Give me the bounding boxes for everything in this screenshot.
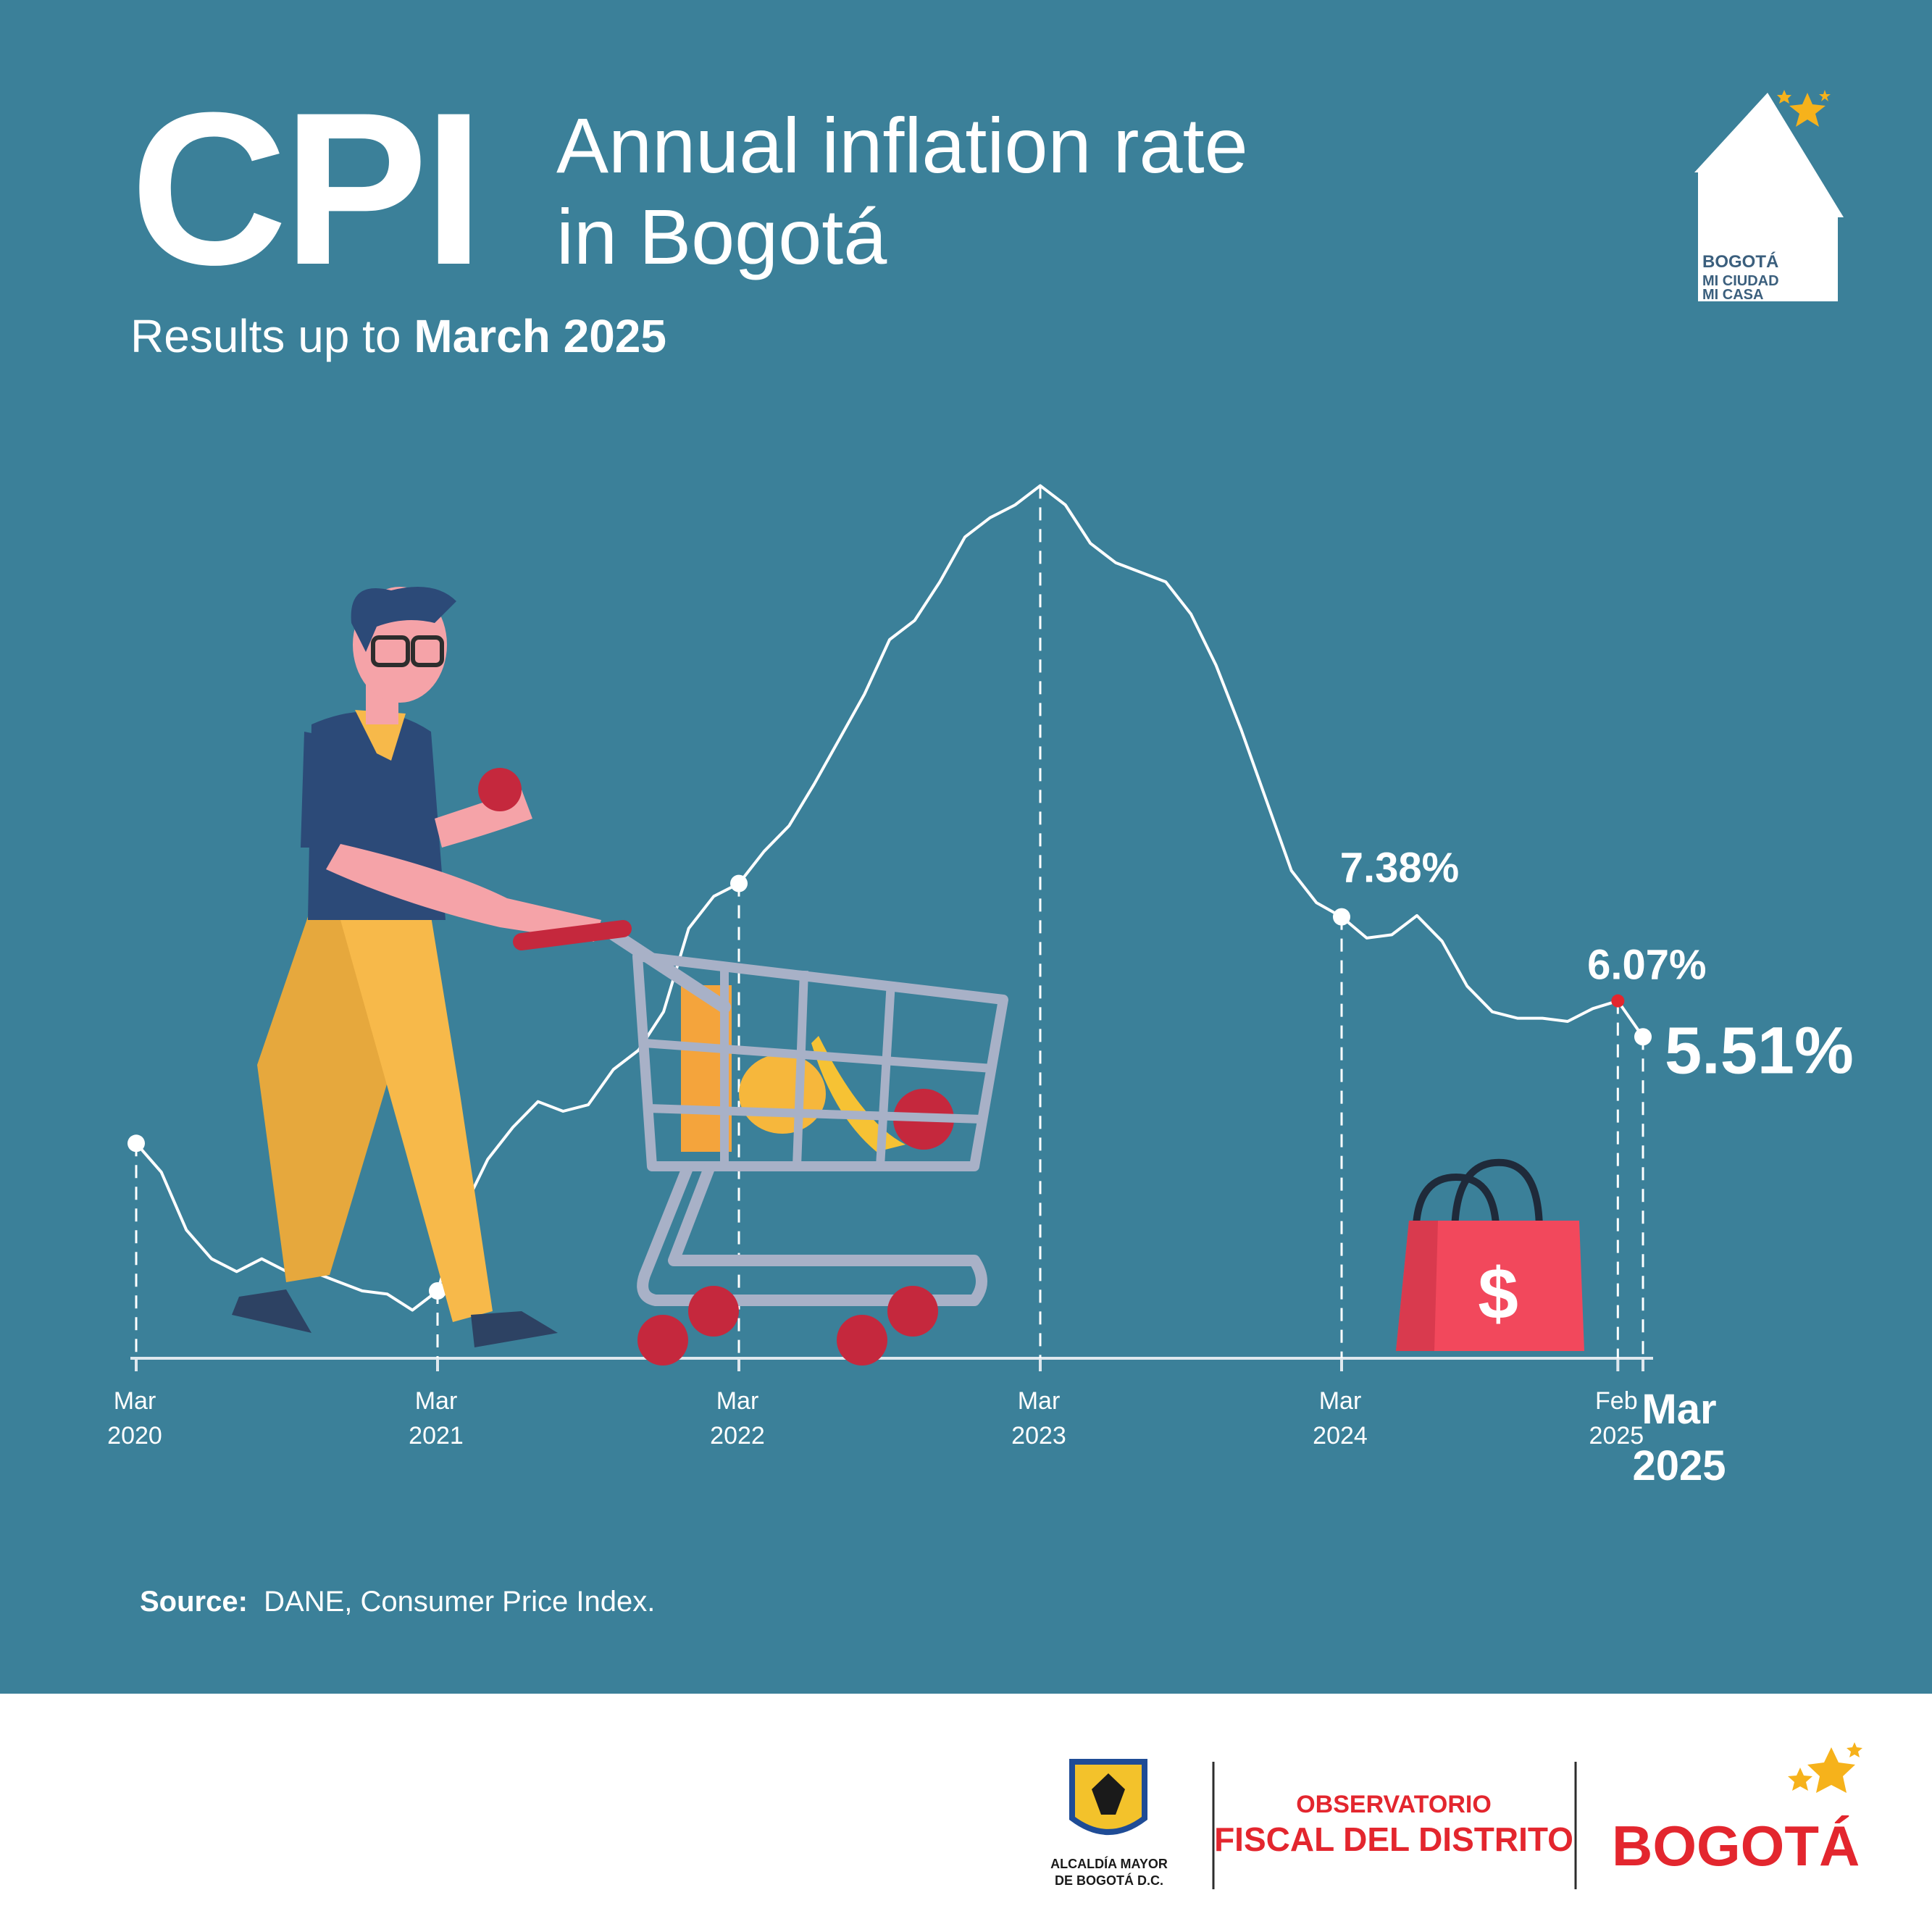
bogota-brand-logo: BOGOTÁ xyxy=(1612,1742,1862,1878)
value-label: 5.51% xyxy=(1665,1013,1854,1087)
badge-line-1: BOGOTÁ xyxy=(1702,251,1778,272)
wheel-icon xyxy=(887,1286,938,1337)
data-point xyxy=(1634,1028,1652,1046)
apple-icon xyxy=(478,768,522,811)
star-icon xyxy=(1807,1747,1855,1793)
shopping-bag-icon: $ xyxy=(1396,1158,1584,1351)
badge-line-3: MI CASA xyxy=(1702,287,1763,303)
x-tick-label: 2022 xyxy=(710,1422,765,1450)
data-point xyxy=(1333,908,1350,926)
star-icon xyxy=(1819,90,1831,101)
x-tick-label: Mar xyxy=(114,1387,156,1415)
data-point xyxy=(429,1282,446,1300)
subtitle-prefix: Results up to xyxy=(130,310,414,362)
star-icon xyxy=(1788,1768,1812,1791)
bogota-house-logo: BOGOTÁ MI CIUDAD MI CASA xyxy=(1694,90,1844,303)
observatorio-line-1: OBSERVATORIO xyxy=(1296,1791,1492,1818)
star-icon xyxy=(1777,90,1791,104)
x-tick-label: 2025 xyxy=(1632,1442,1726,1489)
x-tick-label: 2024 xyxy=(1313,1422,1368,1450)
wheel-icon xyxy=(688,1286,739,1337)
x-tick-label: 2023 xyxy=(1011,1422,1066,1450)
x-tick-label: Mar xyxy=(1642,1386,1716,1433)
brand-text: BOGOTÁ xyxy=(1612,1814,1860,1878)
line-chart: Mar 2020 Mar 2021 Mar 2022 Mar 2023 Mar 2024 Feb 20… xyxy=(107,484,1854,1489)
subtitle-date: March 2025 xyxy=(414,310,666,362)
cart-handle xyxy=(513,920,632,950)
x-tick-label: 2025 xyxy=(1589,1422,1644,1450)
wheel-icon xyxy=(837,1315,887,1366)
alcaldia-line-2: DE BOGOTÁ D.C. xyxy=(1055,1873,1163,1888)
x-tick-label: 2020 xyxy=(107,1422,162,1450)
shoe-icon xyxy=(232,1289,311,1333)
glasses-icon xyxy=(371,635,410,667)
observatorio-line-2: FISCAL DEL DISTRITO xyxy=(1214,1820,1573,1858)
shopping-cart-illustration xyxy=(513,920,1008,1366)
chart-subtitle: Results up to March 2025 xyxy=(130,309,666,364)
x-tick-label: Mar xyxy=(1319,1387,1362,1415)
x-tick-label: 2021 xyxy=(409,1422,464,1450)
cpi-heading: CPI xyxy=(130,67,484,310)
data-point xyxy=(127,1134,145,1153)
dollar-icon: $ xyxy=(1478,1253,1518,1334)
data-point xyxy=(730,874,748,892)
footer-bar xyxy=(0,1694,1932,1932)
star-icon xyxy=(1789,93,1826,127)
alcaldia-logo: ALCALDÍA MAYOR DE BOGOTÁ D.C. xyxy=(1050,1759,1168,1888)
value-label: 7.38% xyxy=(1340,845,1459,892)
star-icon xyxy=(1847,1742,1862,1757)
banana-icon xyxy=(811,1036,906,1152)
shopper-illustration xyxy=(232,587,601,1347)
chart-title: Annual inflation rate in Bogotá xyxy=(556,100,1248,283)
alcaldia-line-1: ALCALDÍA MAYOR xyxy=(1050,1856,1168,1871)
source-note: Source: DANE, Consumer Price Index. xyxy=(140,1584,655,1620)
data-point xyxy=(1611,994,1625,1008)
title-line-1: Annual inflation rate xyxy=(556,101,1248,189)
x-tick-label: Feb xyxy=(1595,1387,1638,1415)
title-line-2: in Bogotá xyxy=(556,193,887,280)
shoe-icon xyxy=(471,1311,558,1347)
x-tick-label: Mar xyxy=(415,1387,458,1415)
value-label: 6.07% xyxy=(1587,942,1706,989)
x-tick-label: Mar xyxy=(716,1387,759,1415)
badge-line-2: MI CIUDAD xyxy=(1702,273,1779,289)
series-line xyxy=(135,484,1644,1312)
x-tick-label: Mar xyxy=(1018,1387,1061,1415)
observatorio-logo: OBSERVATORIO FISCAL DEL DISTRITO xyxy=(1214,1791,1573,1858)
wheel-icon xyxy=(637,1315,688,1366)
source-text: DANE, Consumer Price Index. xyxy=(264,1586,656,1618)
source-label: Source: xyxy=(140,1586,248,1618)
